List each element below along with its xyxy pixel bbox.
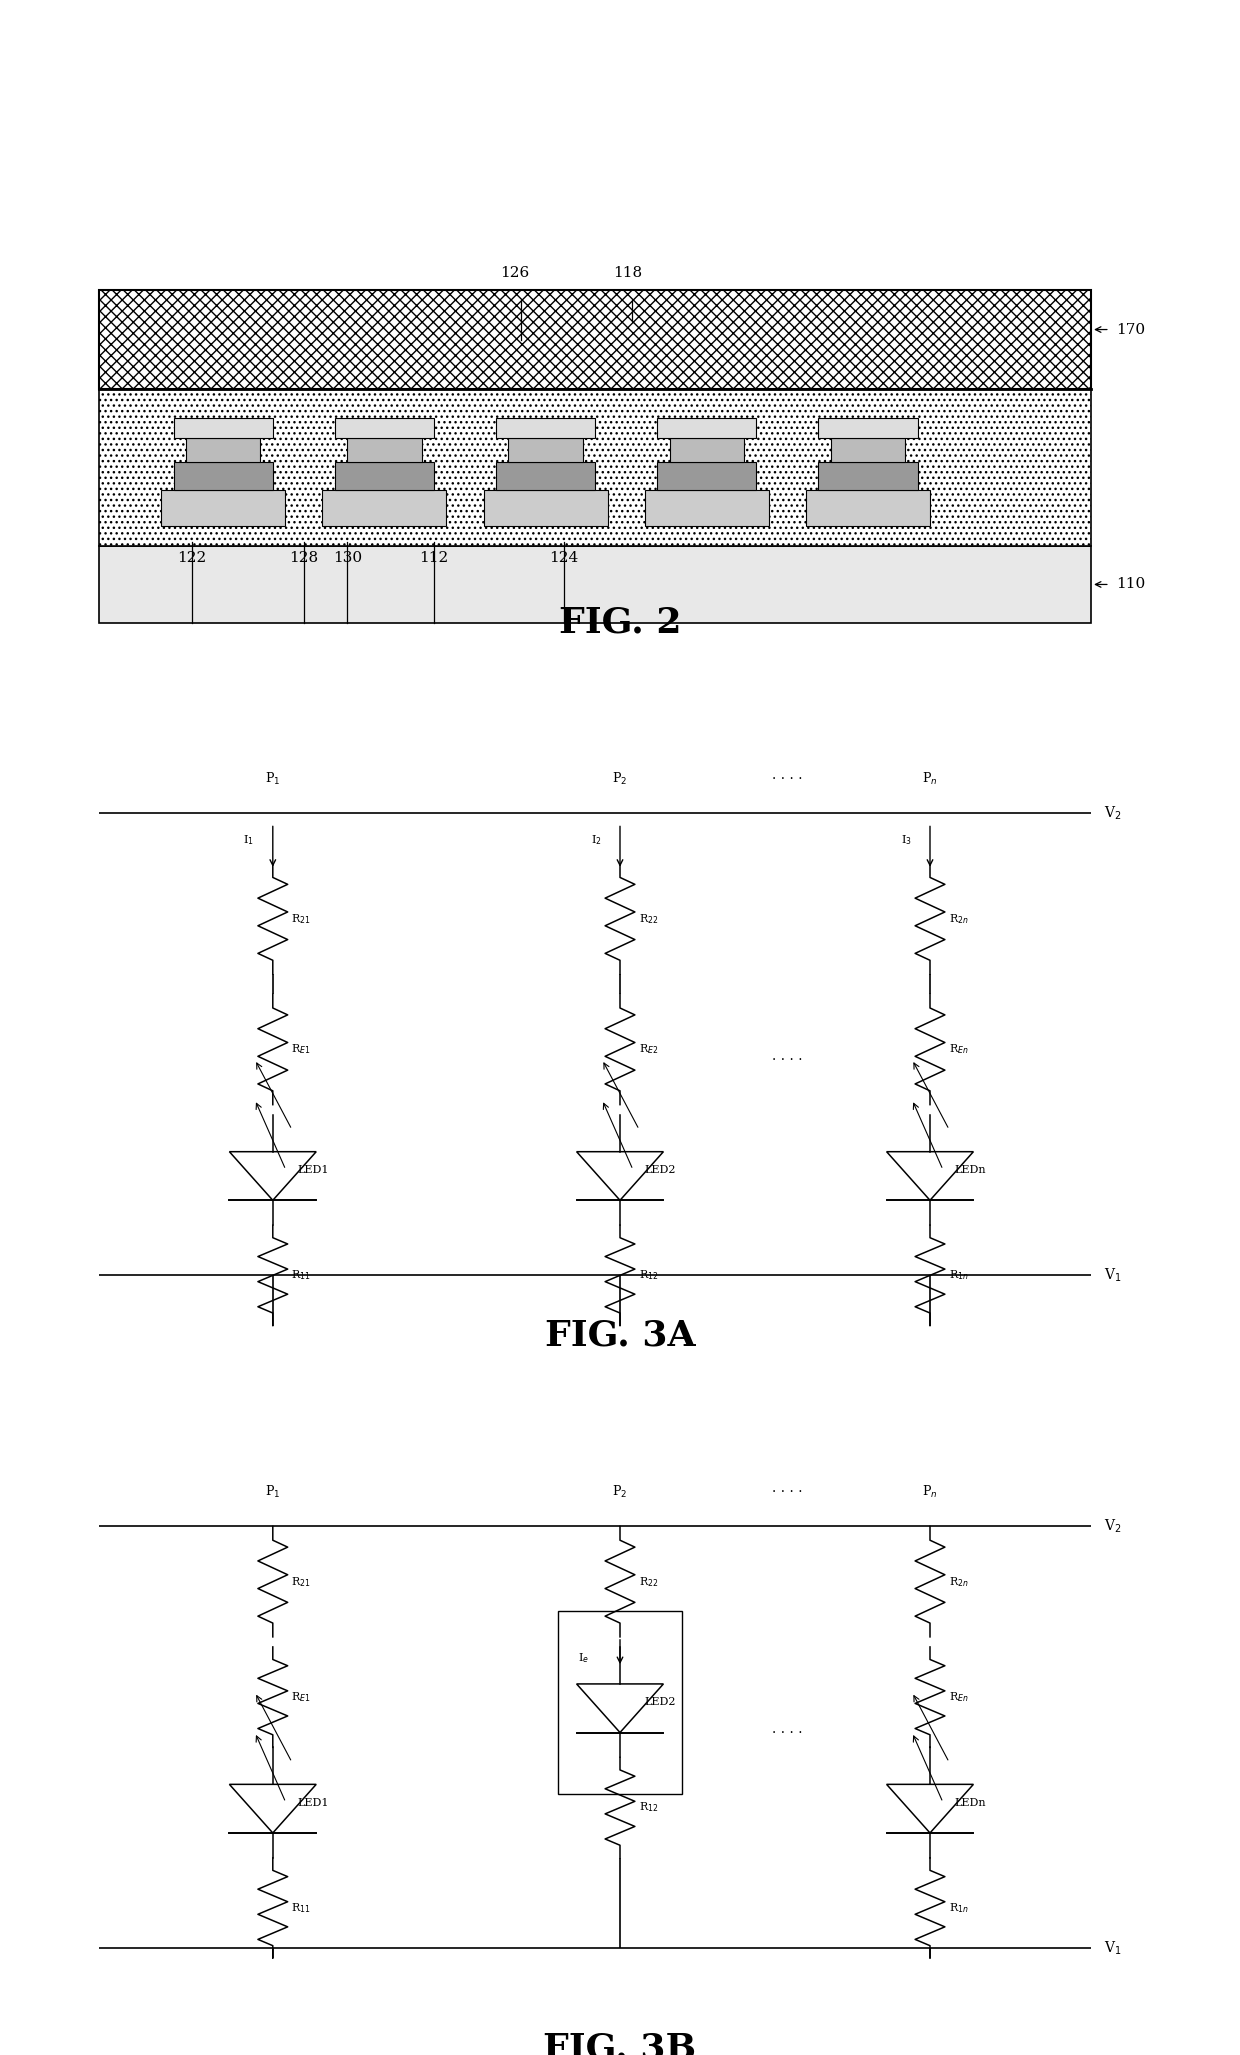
Text: R$_{1n}$: R$_{1n}$ (949, 1901, 968, 1915)
Bar (99, 290, 1091, 390)
Polygon shape (577, 1683, 663, 1732)
Polygon shape (887, 1784, 973, 1833)
Text: R$_{2n}$: R$_{2n}$ (949, 912, 968, 925)
Bar (806, 489, 930, 526)
Text: P$_n$: P$_n$ (923, 771, 937, 787)
Text: R$_{12}$: R$_{12}$ (639, 1268, 658, 1282)
Text: R$_{11}$: R$_{11}$ (291, 1901, 311, 1915)
Bar (831, 438, 905, 462)
Text: R$_{2n}$: R$_{2n}$ (949, 1574, 968, 1589)
Bar (484, 489, 608, 526)
Text: R$_{E2}$: R$_{E2}$ (639, 1042, 658, 1056)
Bar (818, 417, 918, 438)
Text: I$_e$: I$_e$ (578, 1650, 589, 1665)
Text: V$_1$: V$_1$ (1104, 1266, 1121, 1284)
Text: I$_3$: I$_3$ (900, 834, 911, 847)
Text: LED1: LED1 (298, 1798, 329, 1808)
Text: · · · ·: · · · · (773, 1054, 802, 1067)
Bar (161, 489, 285, 526)
Bar (186, 438, 260, 462)
Text: R$_{12}$: R$_{12}$ (639, 1800, 658, 1815)
Text: FIG. 2: FIG. 2 (559, 606, 681, 639)
Text: R$_{21}$: R$_{21}$ (291, 1574, 311, 1589)
Text: LED1: LED1 (298, 1165, 329, 1175)
Text: R$_{22}$: R$_{22}$ (639, 912, 658, 925)
Bar (558, 1611, 682, 1794)
Bar (496, 417, 595, 438)
Text: LEDn: LEDn (955, 1165, 987, 1175)
Text: V$_2$: V$_2$ (1104, 806, 1121, 822)
Text: R$_{21}$: R$_{21}$ (291, 912, 311, 925)
Bar (347, 438, 422, 462)
Polygon shape (229, 1784, 316, 1833)
Bar (174, 417, 273, 438)
Bar (99, 547, 1091, 623)
Text: FIG. 3B: FIG. 3B (543, 2032, 697, 2055)
Bar (818, 462, 918, 489)
Text: · · · ·: · · · · (773, 1486, 802, 1500)
Polygon shape (887, 1151, 973, 1200)
Bar (670, 438, 744, 462)
Text: 110: 110 (1116, 577, 1146, 592)
Text: LED2: LED2 (645, 1165, 676, 1175)
Text: V$_2$: V$_2$ (1104, 1519, 1121, 1535)
Text: R$_{11}$: R$_{11}$ (291, 1268, 311, 1282)
Bar (496, 462, 595, 489)
Text: I$_1$: I$_1$ (243, 834, 254, 847)
Text: V$_1$: V$_1$ (1104, 1940, 1121, 1956)
Text: 122: 122 (177, 551, 207, 565)
Text: I$_2$: I$_2$ (590, 834, 601, 847)
Text: LED2: LED2 (645, 1697, 676, 1708)
Text: · · · ·: · · · · (773, 1726, 802, 1741)
Bar (508, 438, 583, 462)
Text: R$_{E1}$: R$_{E1}$ (291, 1042, 311, 1056)
Text: R$_{1n}$: R$_{1n}$ (949, 1268, 968, 1282)
Bar (322, 489, 446, 526)
Text: R$_{22}$: R$_{22}$ (639, 1574, 658, 1589)
Bar (657, 462, 756, 489)
Text: LEDn: LEDn (955, 1798, 987, 1808)
Polygon shape (577, 1151, 663, 1200)
Text: 124: 124 (549, 551, 579, 565)
Text: 112: 112 (419, 551, 449, 565)
Text: 170: 170 (1116, 323, 1145, 337)
Text: R$_{En}$: R$_{En}$ (949, 1689, 968, 1704)
Polygon shape (229, 1151, 316, 1200)
Text: P$_1$: P$_1$ (265, 1484, 280, 1500)
Text: P$_2$: P$_2$ (613, 1484, 627, 1500)
Text: P$_2$: P$_2$ (613, 771, 627, 787)
Text: 118: 118 (613, 267, 642, 279)
Text: R$_{En}$: R$_{En}$ (949, 1042, 968, 1056)
Bar (657, 417, 756, 438)
Text: P$_n$: P$_n$ (923, 1484, 937, 1500)
Text: R$_{E1}$: R$_{E1}$ (291, 1689, 311, 1704)
Text: 126: 126 (500, 267, 529, 279)
Text: 130: 130 (332, 551, 362, 565)
Bar (174, 462, 273, 489)
Bar (645, 489, 769, 526)
Text: 128: 128 (289, 551, 319, 565)
Text: P$_1$: P$_1$ (265, 771, 280, 787)
Text: · · · ·: · · · · (773, 773, 802, 787)
Bar (335, 462, 434, 489)
Text: FIG. 3A: FIG. 3A (544, 1319, 696, 1352)
Bar (99, 390, 1091, 547)
Bar (335, 417, 434, 438)
